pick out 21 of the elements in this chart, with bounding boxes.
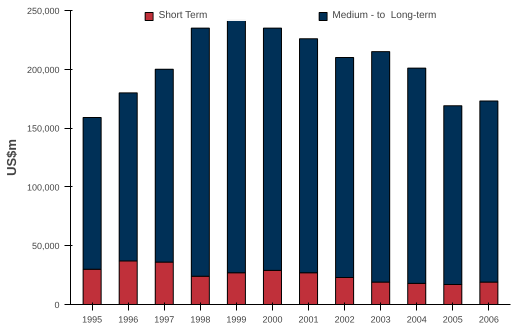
- x-tick-label: 2005: [442, 314, 463, 324]
- y-tick-label: 100,000: [26, 182, 60, 192]
- x-tick-label: 1997: [154, 314, 174, 324]
- y-tick-label: 50,000: [32, 241, 60, 252]
- x-tick-label: 2002: [334, 314, 355, 324]
- legend-label: Medium - to Long-term: [332, 10, 436, 21]
- y-tick-label: 0: [54, 300, 60, 310]
- x-tick-label: 2006: [478, 314, 499, 324]
- y-tick-label: 150,000: [26, 124, 60, 134]
- legend-label: Short Term: [158, 10, 208, 21]
- x-tick-label: 1995: [82, 314, 102, 324]
- x-tick-label: 1998: [190, 314, 210, 324]
- x-tick-label: 2000: [262, 314, 282, 324]
- x-tick-label: 2003: [370, 314, 391, 324]
- x-tick-label: 2004: [406, 314, 427, 324]
- x-tick-label: 1999: [226, 314, 246, 324]
- y-axis-title: US$m: [4, 139, 19, 176]
- y-tick-label: 200,000: [26, 64, 60, 75]
- x-tick-label: 1996: [118, 314, 138, 324]
- x-tick-label: 2001: [298, 314, 319, 324]
- y-tick-label: 250,000: [26, 6, 60, 16]
